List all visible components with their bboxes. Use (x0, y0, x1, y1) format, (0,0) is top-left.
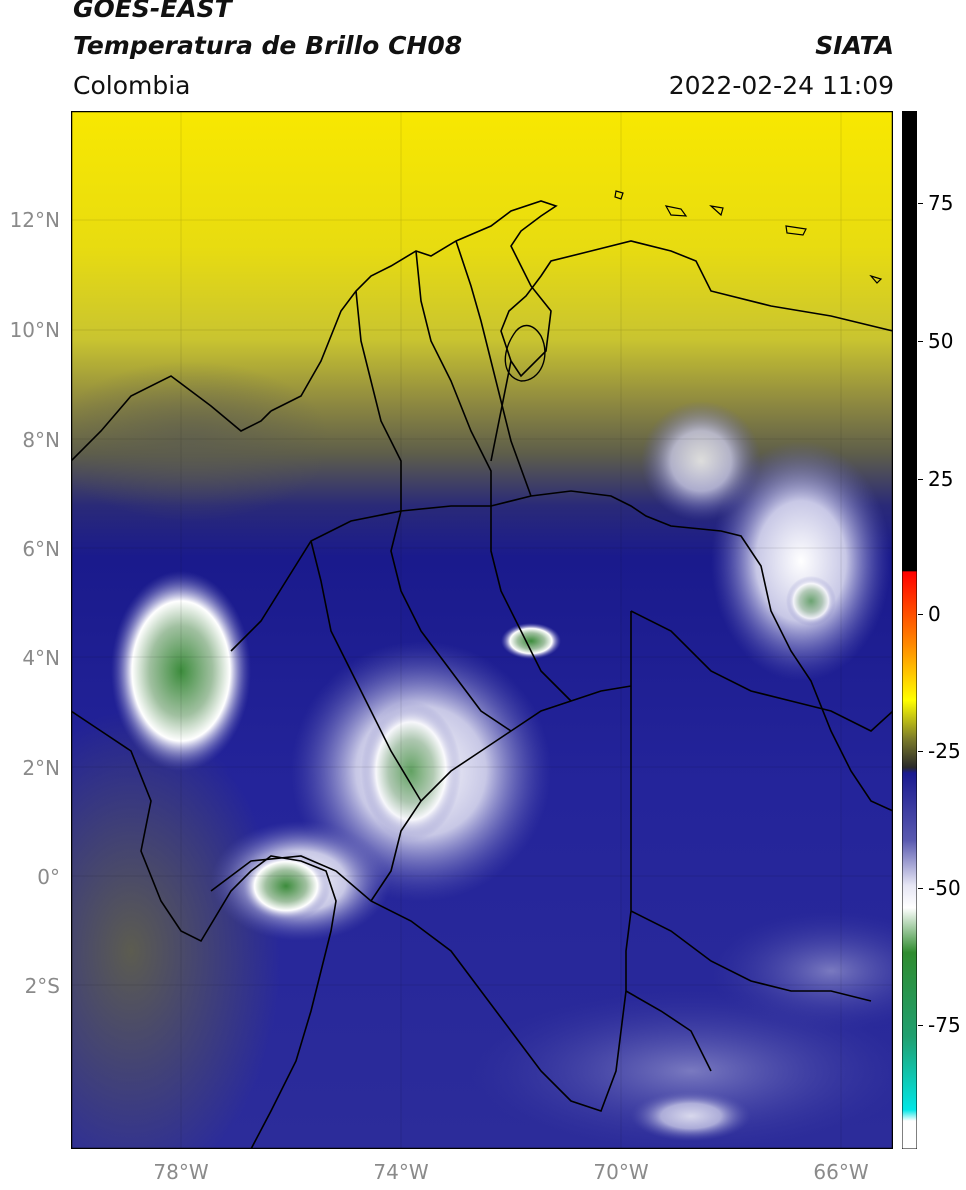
caribbean-coast (270, 200, 893, 412)
map-frame-border (71, 111, 893, 1149)
caribbean-islands (614, 190, 883, 284)
colombia-internal-boundary-e (355, 290, 402, 511)
lon-label-66w: 66°W (813, 1160, 869, 1184)
colombia-internal-boundary-d (490, 506, 572, 702)
colombia-internal-boundary-b (310, 540, 422, 802)
lat-label-2s: 2°S (24, 974, 60, 998)
colorbar-label-minus25: -25 (928, 739, 961, 763)
brazil-border-east (630, 910, 872, 1002)
colorbar-fill (901, 110, 918, 1150)
ecuador-convective-cell (241, 851, 331, 921)
lat-label-6n: 6°N (22, 537, 60, 561)
east-high-cloud (711, 911, 893, 1031)
llanos-convective-cell (501, 623, 561, 659)
amazon-high-cloud (471, 991, 893, 1149)
andes-convective-cell (361, 701, 461, 841)
colorbar-label-0: 0 (928, 602, 941, 626)
map-gridlines (71, 111, 893, 1149)
colorbar-tick-minus50 (918, 888, 923, 889)
lat-label-4n: 4°N (22, 646, 60, 670)
panama-coast (71, 375, 272, 462)
lon-label-70w: 70°W (593, 1160, 649, 1184)
colorbar-label-75: 75 (928, 191, 954, 215)
colorbar-tick-50 (918, 341, 923, 342)
lon-label-78w: 78°W (153, 1160, 209, 1184)
brazil-border-south (625, 990, 712, 1072)
venezuela-brazil-border (630, 610, 893, 732)
colombia-internal-boundary-h (490, 360, 512, 462)
colorbar-tick-minus25 (918, 751, 923, 752)
lat-label-12n: 12°N (9, 208, 60, 232)
lat-label-10n: 10°N (9, 318, 60, 342)
lake-maracaibo (504, 324, 546, 382)
pacific-convective-cell (111, 571, 251, 771)
lat-label-8n: 8°N (22, 428, 60, 452)
region-label: Colombia (73, 71, 191, 100)
colombia-south-border (210, 611, 632, 1113)
lon-label-74w: 74°W (373, 1160, 429, 1184)
colorbar-tick-0 (918, 614, 923, 615)
colombia-internal-boundary-a (370, 685, 632, 902)
south-cloud-band (631, 1091, 751, 1141)
pacific-dry-area (71, 711, 281, 1149)
satellite-title: GOES-EAST (73, 0, 232, 23)
temperature-colorbar (901, 110, 918, 1150)
colorbar-label-50: 50 (928, 329, 954, 353)
colorbar-label-minus75: -75 (928, 1013, 961, 1037)
venezuela-cloud-band (711, 441, 891, 681)
colombia-internal-boundary-c (390, 510, 512, 732)
colorbar-label-25: 25 (928, 467, 954, 491)
venezuela-convective-cell (786, 576, 836, 626)
colorbar-label-minus50: -50 (928, 876, 961, 900)
pacific-coast (71, 710, 337, 1149)
colombia-internal-boundary-g (455, 240, 532, 497)
colorbar-tick-minus75 (918, 1025, 923, 1026)
colombia-internal-boundary-f (415, 250, 492, 506)
lat-label-2n: 2°N (22, 756, 60, 780)
lat-label-0: 0° (37, 865, 60, 889)
panama-dry-area (71, 361, 331, 521)
product-title: Temperatura de Brillo CH08 (73, 31, 463, 60)
satellite-map[interactable] (71, 111, 893, 1149)
orinoco-cloud-band (641, 401, 761, 521)
coastlines-and-borders (71, 200, 893, 1149)
colorbar-tick-75 (918, 203, 923, 204)
institution-label: SIATA (815, 31, 894, 60)
colorbar-tick-25 (918, 479, 923, 480)
colombia-venezuela-border (230, 490, 893, 812)
datetime-label: 2022-02-24 11:09 (668, 71, 894, 100)
